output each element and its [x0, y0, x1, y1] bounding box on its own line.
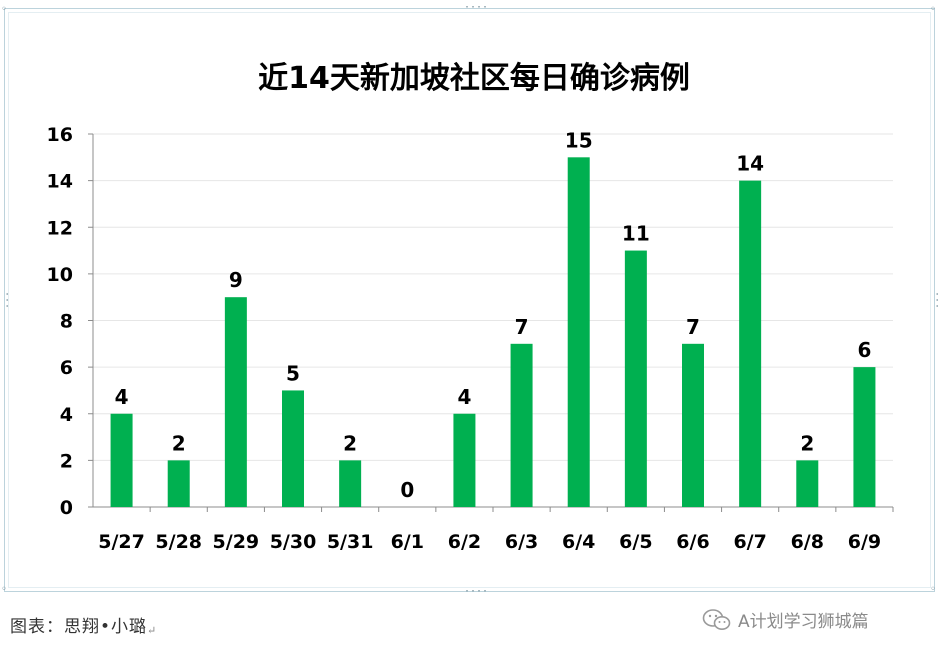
- paragraph-return-mark: ↵: [147, 624, 158, 637]
- data-label: 6: [857, 338, 871, 362]
- axes: [88, 133, 894, 512]
- data-label: 2: [800, 431, 814, 455]
- bar-5-28: [167, 460, 190, 507]
- bars: [110, 157, 876, 507]
- credit-text: 图表：思翔•小璐: [10, 617, 148, 637]
- y-tick-label: 0: [60, 497, 73, 519]
- wechat-icon: [702, 608, 731, 630]
- x-tick-label: 6/5: [619, 531, 652, 553]
- resize-handle-left[interactable]: ···: [1, 291, 12, 310]
- resize-handle-top[interactable]: ····: [464, 2, 489, 13]
- bar-6-4: [567, 157, 590, 507]
- bar-6-9: [853, 367, 876, 507]
- data-label: 15: [565, 128, 593, 152]
- x-axis-tick-labels: 5/27 5/28 5/29 5/30 5/31 6/1 6/2 6/3 6/4 6/5 6/6 6/…: [98, 531, 881, 553]
- chart-title: 近14天新加坡社区每日确诊病例: [258, 61, 690, 96]
- x-tick-label: 5/30: [270, 531, 317, 553]
- y-tick-label: 14: [47, 171, 73, 193]
- data-label: 11: [622, 222, 650, 246]
- watermark: A计划学习狮城篇: [702, 607, 869, 632]
- y-tick-label: 6: [60, 357, 73, 379]
- x-tick-label: 6/1: [391, 531, 424, 553]
- data-label: 0: [400, 478, 414, 502]
- resize-handle-bottom-left[interactable]: ◦: [1, 584, 8, 595]
- data-label: 4: [115, 385, 129, 409]
- resize-handle-right[interactable]: ···: [931, 291, 942, 310]
- chart-credit: 图表：思翔•小璐↵: [10, 612, 157, 637]
- bar-6-6: [682, 343, 704, 507]
- data-label: 5: [286, 361, 300, 385]
- bar-5-31: [339, 460, 362, 507]
- x-tick-label: 6/2: [448, 531, 481, 553]
- resize-handle-top-left[interactable]: ◦: [1, 4, 8, 15]
- bar-6-5: [624, 250, 647, 507]
- x-tick-label: 5/29: [213, 531, 260, 553]
- x-tick-label: 6/8: [791, 531, 824, 553]
- bar-chart: 近14天新加坡社区每日确诊病例 4 2 9 5 2 0 4 7 15 11 7 14 2 6 0 2 4 6 8 1…: [47, 61, 894, 553]
- bar-6-7: [739, 180, 762, 507]
- data-label: 4: [457, 385, 471, 409]
- data-label: 2: [343, 431, 357, 455]
- x-tick-label: 5/28: [155, 531, 202, 553]
- bar-6-2: [453, 413, 476, 507]
- data-labels: 4 2 9 5 2 0 4 7 15 11 7 14 2 6: [115, 128, 872, 502]
- data-label: 14: [736, 152, 764, 176]
- data-label: 7: [515, 315, 529, 339]
- data-label: 7: [686, 315, 700, 339]
- y-tick-label: 16: [47, 124, 73, 146]
- x-tick-label: 6/3: [505, 531, 538, 553]
- y-tick-label: 12: [47, 217, 73, 239]
- bar-5-27: [110, 413, 133, 507]
- bar-5-30: [282, 390, 304, 507]
- x-tick-label: 5/31: [327, 531, 374, 553]
- gridlines: [93, 133, 893, 461]
- resize-handle-top-right[interactable]: ◦: [930, 4, 937, 15]
- resize-handle-bottom-right[interactable]: ◦: [930, 584, 937, 595]
- bar-6-8: [796, 460, 819, 507]
- watermark-text: A计划学习狮城篇: [738, 612, 869, 632]
- bar-5-29: [224, 297, 247, 507]
- x-tick-label: 6/7: [733, 531, 766, 553]
- x-tick-label: 6/9: [848, 531, 881, 553]
- chart-inner-border: [8, 12, 931, 588]
- data-label: 2: [172, 431, 186, 455]
- y-tick-label: 8: [60, 311, 73, 333]
- x-tick-label: 5/27: [98, 531, 145, 553]
- resize-handle-bottom[interactable]: ····: [464, 586, 489, 597]
- y-tick-label: 4: [60, 404, 73, 426]
- x-tick-label: 6/4: [562, 531, 595, 553]
- x-tick-label: 6/6: [676, 531, 709, 553]
- data-label: 9: [229, 268, 243, 292]
- y-axis-tick-labels: 0 2 4 6 8 10 12 14 16: [47, 124, 73, 519]
- y-tick-label: 2: [60, 450, 73, 472]
- y-tick-label: 10: [47, 264, 73, 286]
- bar-6-3: [510, 343, 533, 507]
